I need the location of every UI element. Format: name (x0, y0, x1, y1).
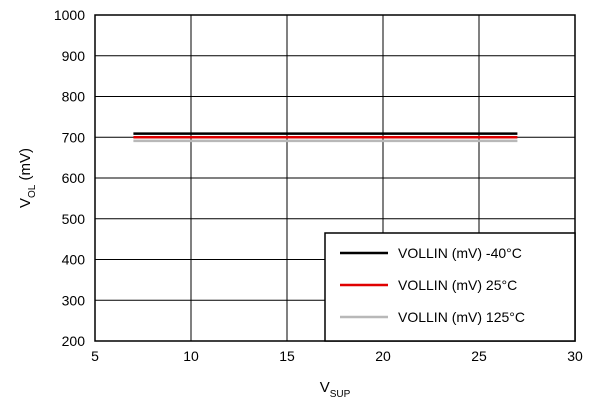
x-tick-label: 15 (279, 348, 295, 364)
y-tick-label: 900 (62, 48, 86, 64)
legend-label: VOLLIN (mV) 25°C (398, 277, 517, 293)
legend: VOLLIN (mV) -40°C VOLLIN (mV) 25°C VOLLIN … (324, 232, 576, 342)
legend-label: VOLLIN (mV) -40°C (398, 245, 522, 261)
y-axis-title-unit: (mV) (17, 148, 34, 185)
x-axis-title-main: V (320, 379, 330, 396)
x-tick-label: 25 (471, 348, 487, 364)
legend-label: VOLLIN (mV) 125°C (398, 309, 525, 325)
y-tick-label: 800 (62, 89, 86, 105)
y-tick-label: 600 (62, 170, 86, 186)
y-tick-label: 400 (62, 252, 86, 268)
y-axis-title-main: V (17, 198, 34, 208)
x-tick-label: 30 (567, 348, 583, 364)
y-tick-label: 300 (62, 292, 86, 308)
x-tick-label: 20 (375, 348, 391, 364)
y-tick-label: 1000 (54, 7, 85, 23)
y-axis-title: VOL (mV) (17, 148, 38, 208)
y-tick-label: 700 (62, 129, 86, 145)
y-axis-title-subscript: OL (27, 184, 38, 198)
tick-labels: 5 10 15 20 25 30 200 300 400 500 600 700 800 900 1000 (54, 7, 583, 364)
x-axis-title: VSUP (320, 379, 351, 400)
x-tick-label: 10 (183, 348, 199, 364)
x-axis-title-subscript: SUP (330, 389, 351, 400)
x-tick-label: 5 (91, 348, 99, 364)
y-tick-label: 200 (62, 333, 86, 349)
series-lines (133, 132, 518, 143)
y-tick-label: 500 (62, 211, 86, 227)
legend-box (324, 232, 576, 342)
